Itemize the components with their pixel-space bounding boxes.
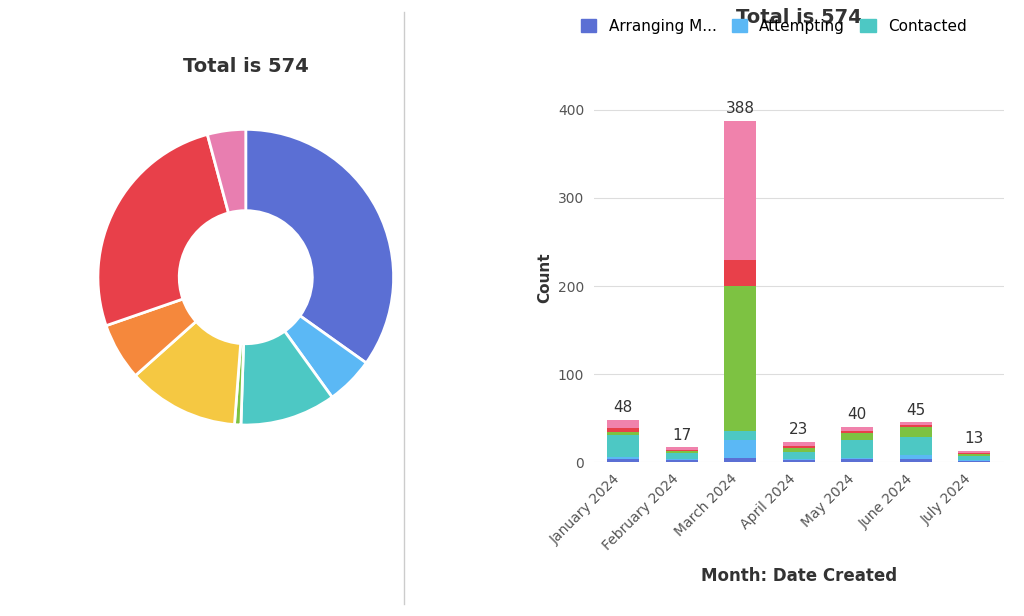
X-axis label: Month: Date Created: Month: Date Created xyxy=(700,567,897,585)
Bar xyxy=(958,453,990,454)
Bar xyxy=(782,460,815,462)
Text: 23: 23 xyxy=(790,423,808,437)
Bar xyxy=(607,428,639,432)
Bar xyxy=(607,419,639,428)
Bar xyxy=(841,458,873,460)
Bar xyxy=(782,452,815,460)
Bar xyxy=(666,450,697,452)
Bar xyxy=(666,452,697,453)
Bar xyxy=(900,460,932,462)
Y-axis label: Count: Count xyxy=(538,252,552,302)
Bar xyxy=(607,435,639,456)
Bar xyxy=(607,456,639,460)
Text: 388: 388 xyxy=(726,101,755,116)
Bar xyxy=(900,427,932,437)
Text: 48: 48 xyxy=(613,400,633,415)
Bar xyxy=(900,423,932,425)
Bar xyxy=(607,460,639,462)
Bar xyxy=(958,461,990,462)
Bar xyxy=(724,259,757,286)
Bar xyxy=(724,458,757,462)
Wedge shape xyxy=(98,134,228,326)
Title: Total is 574: Total is 574 xyxy=(183,57,308,76)
Text: 45: 45 xyxy=(906,403,926,418)
Wedge shape xyxy=(241,331,332,425)
Bar xyxy=(958,450,990,453)
Wedge shape xyxy=(135,322,241,424)
Bar xyxy=(724,431,757,440)
Bar xyxy=(666,460,697,462)
Text: 17: 17 xyxy=(672,428,691,443)
Bar xyxy=(782,448,815,452)
Text: 13: 13 xyxy=(965,431,984,446)
Bar xyxy=(841,460,873,462)
Bar xyxy=(724,121,757,259)
Bar xyxy=(724,286,757,431)
Wedge shape xyxy=(208,129,246,213)
Bar xyxy=(724,440,757,458)
Bar xyxy=(782,442,815,446)
Wedge shape xyxy=(234,344,244,425)
Bar xyxy=(958,456,990,460)
Bar xyxy=(900,455,932,460)
Text: 40: 40 xyxy=(848,407,867,423)
Bar xyxy=(841,433,873,440)
Bar xyxy=(666,453,697,460)
Bar xyxy=(607,432,639,435)
Bar xyxy=(841,431,873,433)
Wedge shape xyxy=(285,316,367,397)
Bar xyxy=(841,440,873,458)
Bar xyxy=(958,460,990,461)
Title: Total is 574: Total is 574 xyxy=(736,8,861,27)
Legend: Arranging M..., Attempting, Contacted: Arranging M..., Attempting, Contacted xyxy=(581,18,967,34)
Bar xyxy=(958,454,990,456)
Wedge shape xyxy=(246,129,393,363)
Wedge shape xyxy=(106,299,196,376)
Bar xyxy=(782,446,815,448)
Bar xyxy=(900,437,932,455)
Bar xyxy=(841,427,873,431)
Bar xyxy=(666,447,697,450)
Bar xyxy=(900,425,932,427)
